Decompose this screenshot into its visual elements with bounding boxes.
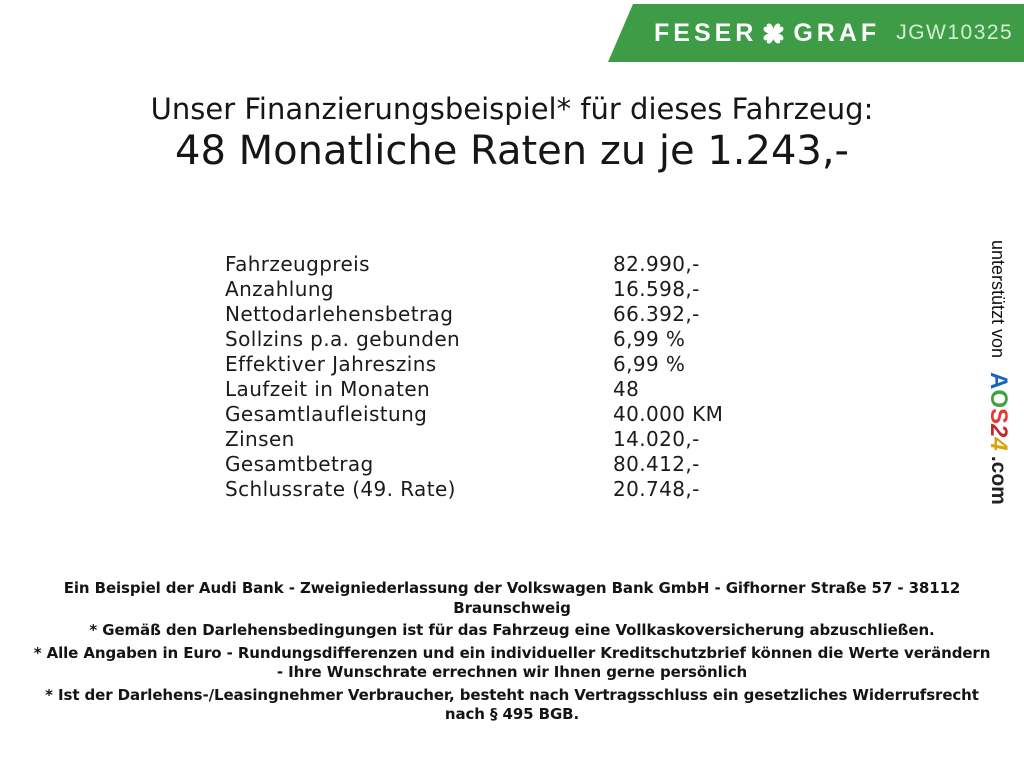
finance-row-value: 66.392,- <box>613 302 700 326</box>
finance-row-label: Gesamtlaufleistung <box>225 402 428 426</box>
footer-paragraph: * Gemäß den Darlehensbedingungen ist für… <box>0 621 1024 641</box>
footer-paragraph: * Ist der Darlehens-/Leasingnehmer Verbr… <box>0 686 1024 725</box>
finance-table-row: Zinsen 14.020,- <box>225 427 785 452</box>
finance-row-value: 20.748,- <box>613 477 700 501</box>
footer-disclaimer: Ein Beispiel der Audi Bank - Zweignieder… <box>0 579 1024 728</box>
footer-line: - Ihre Wunschrate errechnen wir Ihnen ge… <box>276 663 748 681</box>
finance-table-row: Laufzeit in Monaten 48 <box>225 377 785 402</box>
finance-row-value: 6,99 % <box>613 327 686 351</box>
finance-table: Fahrzeugpreis 82.990,- Anzahlung 16.598,… <box>225 252 785 502</box>
aos24-logo-letter: 2 <box>985 424 1012 438</box>
finance-row-label: Gesamtbetrag <box>225 452 374 476</box>
finance-table-row: Gesamtbetrag 80.412,- <box>225 452 785 477</box>
vehicle-code: JGW10325 <box>896 21 1014 44</box>
brand-name-graf: GRAF <box>793 18 881 47</box>
finance-row-label: Schlussrate (49. Rate) <box>225 477 456 501</box>
footer-line: Ein Beispiel der Audi Bank - Zweignieder… <box>63 579 961 597</box>
footer-paragraph: Ein Beispiel der Audi Bank - Zweignieder… <box>0 579 1024 618</box>
finance-table-row: Anzahlung 16.598,- <box>225 277 785 302</box>
support-credit: unterstützt von AOS24 .com <box>984 240 1012 540</box>
finance-row-value: 48 <box>613 377 640 401</box>
finance-table-row: Sollzins p.a. gebunden 6,99 % <box>225 327 785 352</box>
brand-name-feser: FESER <box>654 18 758 47</box>
footer-line: * Ist der Darlehens-/Leasingnehmer Verbr… <box>45 685 979 704</box>
finance-row-label: Sollzins p.a. gebunden <box>225 327 461 351</box>
aos24-domain-suffix: .com <box>987 455 1010 505</box>
finance-row-label: Anzahlung <box>225 277 334 301</box>
footer-line: * Alle Angaben in Euro - Rundungsdiffere… <box>33 643 991 662</box>
finance-table-row: Nettodarlehensbetrag 66.392,- <box>225 302 785 327</box>
footer-paragraph: * Alle Angaben in Euro - Rundungsdiffere… <box>0 644 1024 683</box>
footer-line: * Gemäß den Darlehensbedingungen ist für… <box>89 621 935 639</box>
finance-row-label: Fahrzeugpreis <box>225 252 370 276</box>
aos24-logo-letter: O <box>985 389 1012 409</box>
finance-table-row: Schlussrate (49. Rate) 20.748,- <box>225 477 785 502</box>
finance-table-row: Fahrzeugpreis 82.990,- <box>225 252 785 277</box>
brand-banner: FESER GRAF JGW10325 <box>608 4 1024 62</box>
finance-row-value: 16.598,- <box>613 277 700 301</box>
aos24-logo-letter: S <box>985 408 1012 425</box>
finance-row-label: Zinsen <box>225 427 295 451</box>
footer-line: Braunschweig <box>453 598 571 617</box>
finance-example-heading: Unser Finanzierungsbeispiel* für dieses … <box>150 92 874 126</box>
support-prefix: unterstützt von <box>988 240 1008 364</box>
finance-table-row: Effektiver Jahreszins 6,99 % <box>225 352 785 377</box>
monthly-rate-heading: 48 Monatliche Raten zu je 1.243,- <box>175 128 849 174</box>
finance-row-value: 6,99 % <box>613 352 686 376</box>
finance-row-value: 82.990,- <box>613 252 700 276</box>
finance-row-label: Effektiver Jahreszins <box>225 352 437 376</box>
aos24-logo-letter: 4 <box>985 437 1012 451</box>
finance-row-value: 40.000 KM <box>613 402 724 426</box>
footer-line: nach § 495 BGB. <box>444 705 580 723</box>
four-leaf-clover-icon <box>763 23 784 43</box>
finance-row-value: 80.412,- <box>613 452 700 476</box>
finance-row-label: Nettodarlehensbetrag <box>225 302 454 326</box>
finance-row-value: 14.020,- <box>613 427 700 451</box>
finance-row-label: Laufzeit in Monaten <box>225 377 431 401</box>
aos24-logo: AOS24 <box>985 372 1012 451</box>
aos24-logo-letter: A <box>985 372 1012 390</box>
finance-table-row: Gesamtlaufleistung 40.000 KM <box>225 402 785 427</box>
